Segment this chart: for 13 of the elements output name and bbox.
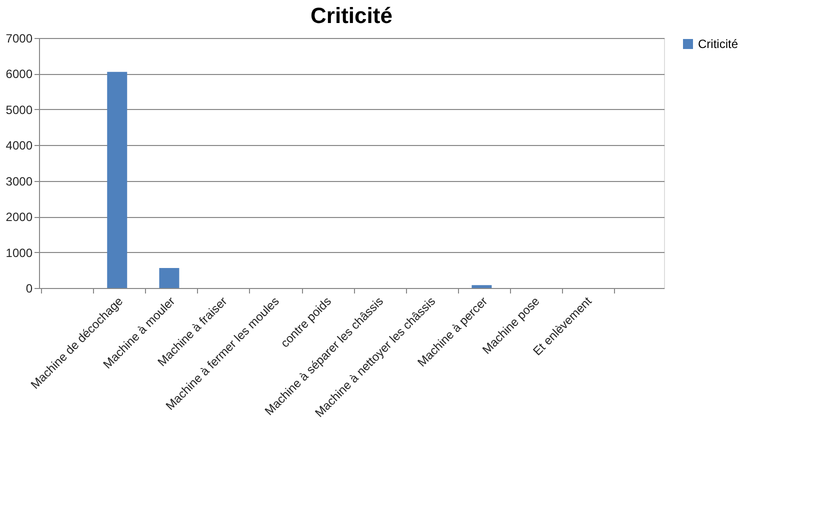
y-tick-label: 2000 [6,210,33,224]
bar [472,285,492,288]
y-tick-label: 1000 [6,246,33,260]
chart-title: Criticité [310,3,392,28]
y-tick-label: 0 [26,282,33,296]
y-tick-label: 4000 [6,138,33,153]
legend-label: Criticité [698,37,738,51]
bar [107,72,128,288]
y-tick-label: 5000 [6,102,33,117]
y-tick-label: 3000 [6,174,33,188]
y-tick-label: 6000 [6,67,33,82]
y-tick-label: 7000 [6,32,33,46]
bar [159,268,180,288]
